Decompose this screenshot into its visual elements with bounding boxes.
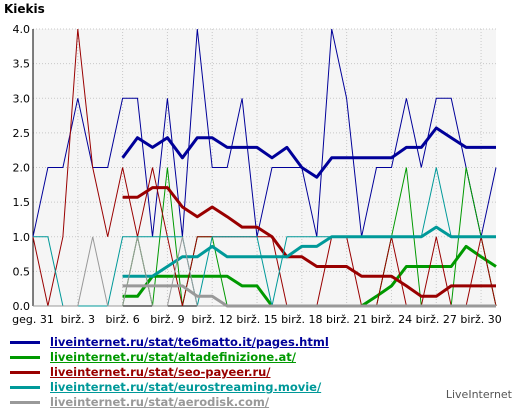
x-tick-label: birž. 6 bbox=[105, 313, 139, 326]
legend-swatch-5 bbox=[10, 401, 40, 404]
x-tick-label: birž. 21 bbox=[326, 313, 367, 326]
chart-plot: 0.0 0.5 1.0 1.5 2.0 2.5 3.0 3.5 4.0 geg. 31 birž. … bbox=[12, 23, 502, 326]
legend-label-5[interactable]: liveinternet.ru/stat/aerodisk.com/ bbox=[50, 395, 270, 409]
brand-label: LiveInternet bbox=[445, 388, 512, 401]
y-tick-label: 2.5 bbox=[13, 127, 31, 140]
series-avg-line-3 bbox=[122, 186, 496, 298]
x-tick-label: birž. 12 bbox=[192, 313, 233, 326]
x-tick-label: birž. 18 bbox=[281, 313, 322, 326]
legend-label-2[interactable]: liveinternet.ru/stat/altadefinizione.at/ bbox=[50, 350, 296, 364]
legend-swatch-3 bbox=[10, 371, 40, 374]
y-tick-label: 2.0 bbox=[13, 162, 31, 175]
legend-swatch-2 bbox=[10, 356, 40, 359]
legend-label-3[interactable]: liveinternet.ru/stat/seo-payeer.ru/ bbox=[50, 365, 271, 379]
y-tick-label: 0.0 bbox=[13, 300, 31, 313]
y-tick-label: 3.0 bbox=[13, 92, 31, 105]
y-tick-label: 1.5 bbox=[13, 196, 31, 209]
x-tick-label: birž. 30 bbox=[460, 313, 501, 326]
legend-label-4[interactable]: liveinternet.ru/stat/eurostreaming.movie… bbox=[50, 380, 322, 394]
x-tick-label: geg. 31 bbox=[12, 313, 54, 326]
chart-title: Kiekis bbox=[4, 2, 45, 16]
x-tick-label: birž. 9 bbox=[150, 313, 184, 326]
legend-swatch-1 bbox=[10, 341, 40, 344]
series-avg-line-1 bbox=[121, 126, 496, 179]
x-tick-label: birž. 27 bbox=[416, 313, 457, 326]
y-tick-label: 3.5 bbox=[13, 58, 31, 71]
series-avg-line-4 bbox=[122, 225, 496, 278]
x-tick-label: birž. 24 bbox=[371, 313, 412, 326]
x-tick-label: birž. 3 bbox=[61, 313, 95, 326]
series-avg-line-5 bbox=[122, 284, 496, 308]
y-tick-label: 0.5 bbox=[13, 265, 31, 278]
x-tick-label: birž. 15 bbox=[236, 313, 277, 326]
legend-swatch-4 bbox=[10, 386, 40, 389]
y-tick-label: 1.0 bbox=[13, 231, 31, 244]
series-line-1 bbox=[32, 28, 497, 237]
legend-label-1[interactable]: liveinternet.ru/stat/te6matto.it/pages.h… bbox=[50, 335, 329, 349]
y-tick-label: 4.0 bbox=[13, 23, 31, 36]
